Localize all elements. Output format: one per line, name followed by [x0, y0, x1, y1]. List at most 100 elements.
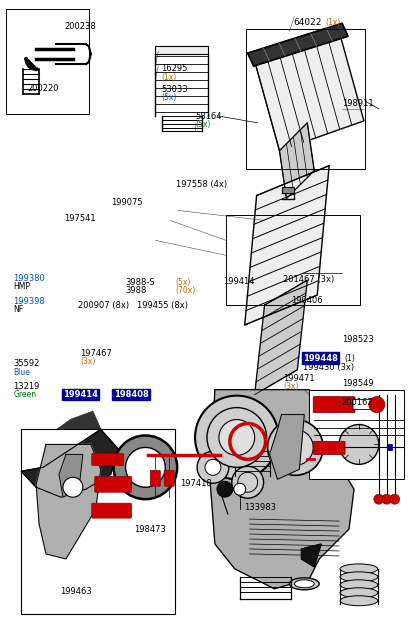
- Ellipse shape: [340, 580, 378, 590]
- FancyBboxPatch shape: [353, 399, 373, 410]
- Circle shape: [232, 466, 264, 498]
- Text: 198911: 198911: [342, 98, 373, 108]
- Polygon shape: [36, 444, 101, 559]
- Text: 200162: 200162: [342, 398, 373, 407]
- Circle shape: [113, 435, 177, 499]
- Circle shape: [195, 396, 279, 480]
- Circle shape: [63, 477, 83, 497]
- Circle shape: [390, 494, 400, 504]
- Text: 198523: 198523: [342, 335, 374, 344]
- Polygon shape: [21, 430, 119, 497]
- Text: 199406: 199406: [292, 296, 323, 305]
- Text: (70x): (70x): [175, 286, 196, 295]
- FancyBboxPatch shape: [313, 397, 355, 413]
- Text: 199448: 199448: [303, 354, 338, 363]
- Text: (3x): (3x): [80, 358, 96, 367]
- Text: 53033: 53033: [162, 85, 188, 94]
- Text: Green: Green: [13, 390, 37, 399]
- Text: 199471: 199471: [283, 374, 315, 383]
- Text: 58164: 58164: [195, 112, 222, 121]
- Text: 3988-S: 3988-S: [125, 278, 155, 286]
- Text: 197541: 197541: [64, 215, 96, 223]
- Text: 199398: 199398: [13, 297, 45, 306]
- Circle shape: [369, 397, 385, 413]
- Bar: [7, 9, 89, 114]
- Circle shape: [205, 459, 221, 475]
- Bar: [246, 29, 365, 168]
- Circle shape: [238, 473, 257, 492]
- Circle shape: [277, 430, 313, 465]
- Text: 199463: 199463: [60, 587, 91, 596]
- Circle shape: [234, 483, 246, 495]
- Text: NF: NF: [13, 305, 24, 314]
- Text: (5x): (5x): [175, 278, 191, 286]
- Polygon shape: [270, 415, 304, 480]
- Text: 198549: 198549: [342, 379, 373, 389]
- Polygon shape: [279, 123, 314, 199]
- Text: 197467: 197467: [80, 350, 112, 358]
- FancyBboxPatch shape: [95, 476, 131, 492]
- Text: 200907 (8x): 200907 (8x): [78, 301, 129, 310]
- Text: 199430 (3x): 199430 (3x): [303, 363, 354, 372]
- Text: (1x): (1x): [326, 18, 341, 27]
- Circle shape: [382, 494, 392, 504]
- Text: HMP: HMP: [13, 282, 31, 291]
- Circle shape: [126, 447, 165, 487]
- Text: 199380: 199380: [13, 274, 45, 283]
- Circle shape: [217, 481, 233, 497]
- Bar: [226, 215, 360, 305]
- Text: 197418: 197418: [180, 479, 211, 488]
- Text: 199075: 199075: [111, 198, 142, 207]
- Text: 199414: 199414: [224, 277, 255, 286]
- Ellipse shape: [340, 588, 378, 598]
- Polygon shape: [59, 454, 83, 497]
- Text: (1): (1): [344, 354, 355, 363]
- Text: 13219: 13219: [13, 382, 40, 391]
- Circle shape: [374, 494, 384, 504]
- Bar: [282, 187, 295, 192]
- Bar: [387, 444, 392, 451]
- Polygon shape: [248, 23, 348, 66]
- FancyBboxPatch shape: [92, 454, 124, 465]
- Text: (3x): (3x): [283, 382, 298, 391]
- Polygon shape: [255, 280, 307, 394]
- Ellipse shape: [340, 564, 378, 574]
- Text: 197558 (4x): 197558 (4x): [175, 180, 227, 189]
- Ellipse shape: [340, 572, 378, 582]
- Text: 35592: 35592: [13, 360, 40, 369]
- Text: 64022: 64022: [293, 18, 322, 27]
- Polygon shape: [255, 32, 364, 151]
- Circle shape: [197, 451, 229, 483]
- Ellipse shape: [295, 580, 314, 588]
- FancyBboxPatch shape: [151, 470, 160, 487]
- Text: 199414: 199414: [63, 390, 98, 399]
- Text: 200220: 200220: [28, 83, 59, 93]
- Polygon shape: [302, 544, 321, 567]
- Text: (5x): (5x): [195, 120, 211, 129]
- Circle shape: [339, 425, 379, 464]
- Text: 16295: 16295: [162, 64, 188, 73]
- Text: 201467 (3x): 201467 (3x): [283, 274, 334, 283]
- Bar: [21, 430, 175, 614]
- FancyBboxPatch shape: [164, 470, 174, 487]
- Text: Blue: Blue: [13, 367, 31, 377]
- Bar: [309, 390, 404, 480]
- Text: 198408: 198408: [114, 390, 149, 399]
- Bar: [155, 46, 208, 54]
- Text: 133983: 133983: [244, 503, 277, 512]
- Text: (5x): (5x): [162, 93, 177, 102]
- Ellipse shape: [289, 578, 319, 590]
- Polygon shape: [210, 390, 354, 589]
- Text: 198473: 198473: [134, 524, 166, 534]
- Ellipse shape: [340, 596, 378, 606]
- Polygon shape: [245, 166, 329, 325]
- Text: 200238: 200238: [64, 22, 96, 31]
- Circle shape: [207, 408, 266, 468]
- FancyBboxPatch shape: [313, 442, 345, 454]
- Circle shape: [219, 420, 255, 456]
- FancyBboxPatch shape: [92, 503, 131, 518]
- Circle shape: [268, 420, 323, 475]
- Text: (1x): (1x): [162, 73, 177, 82]
- Polygon shape: [43, 411, 101, 468]
- Text: 199455 (8x): 199455 (8x): [137, 301, 188, 310]
